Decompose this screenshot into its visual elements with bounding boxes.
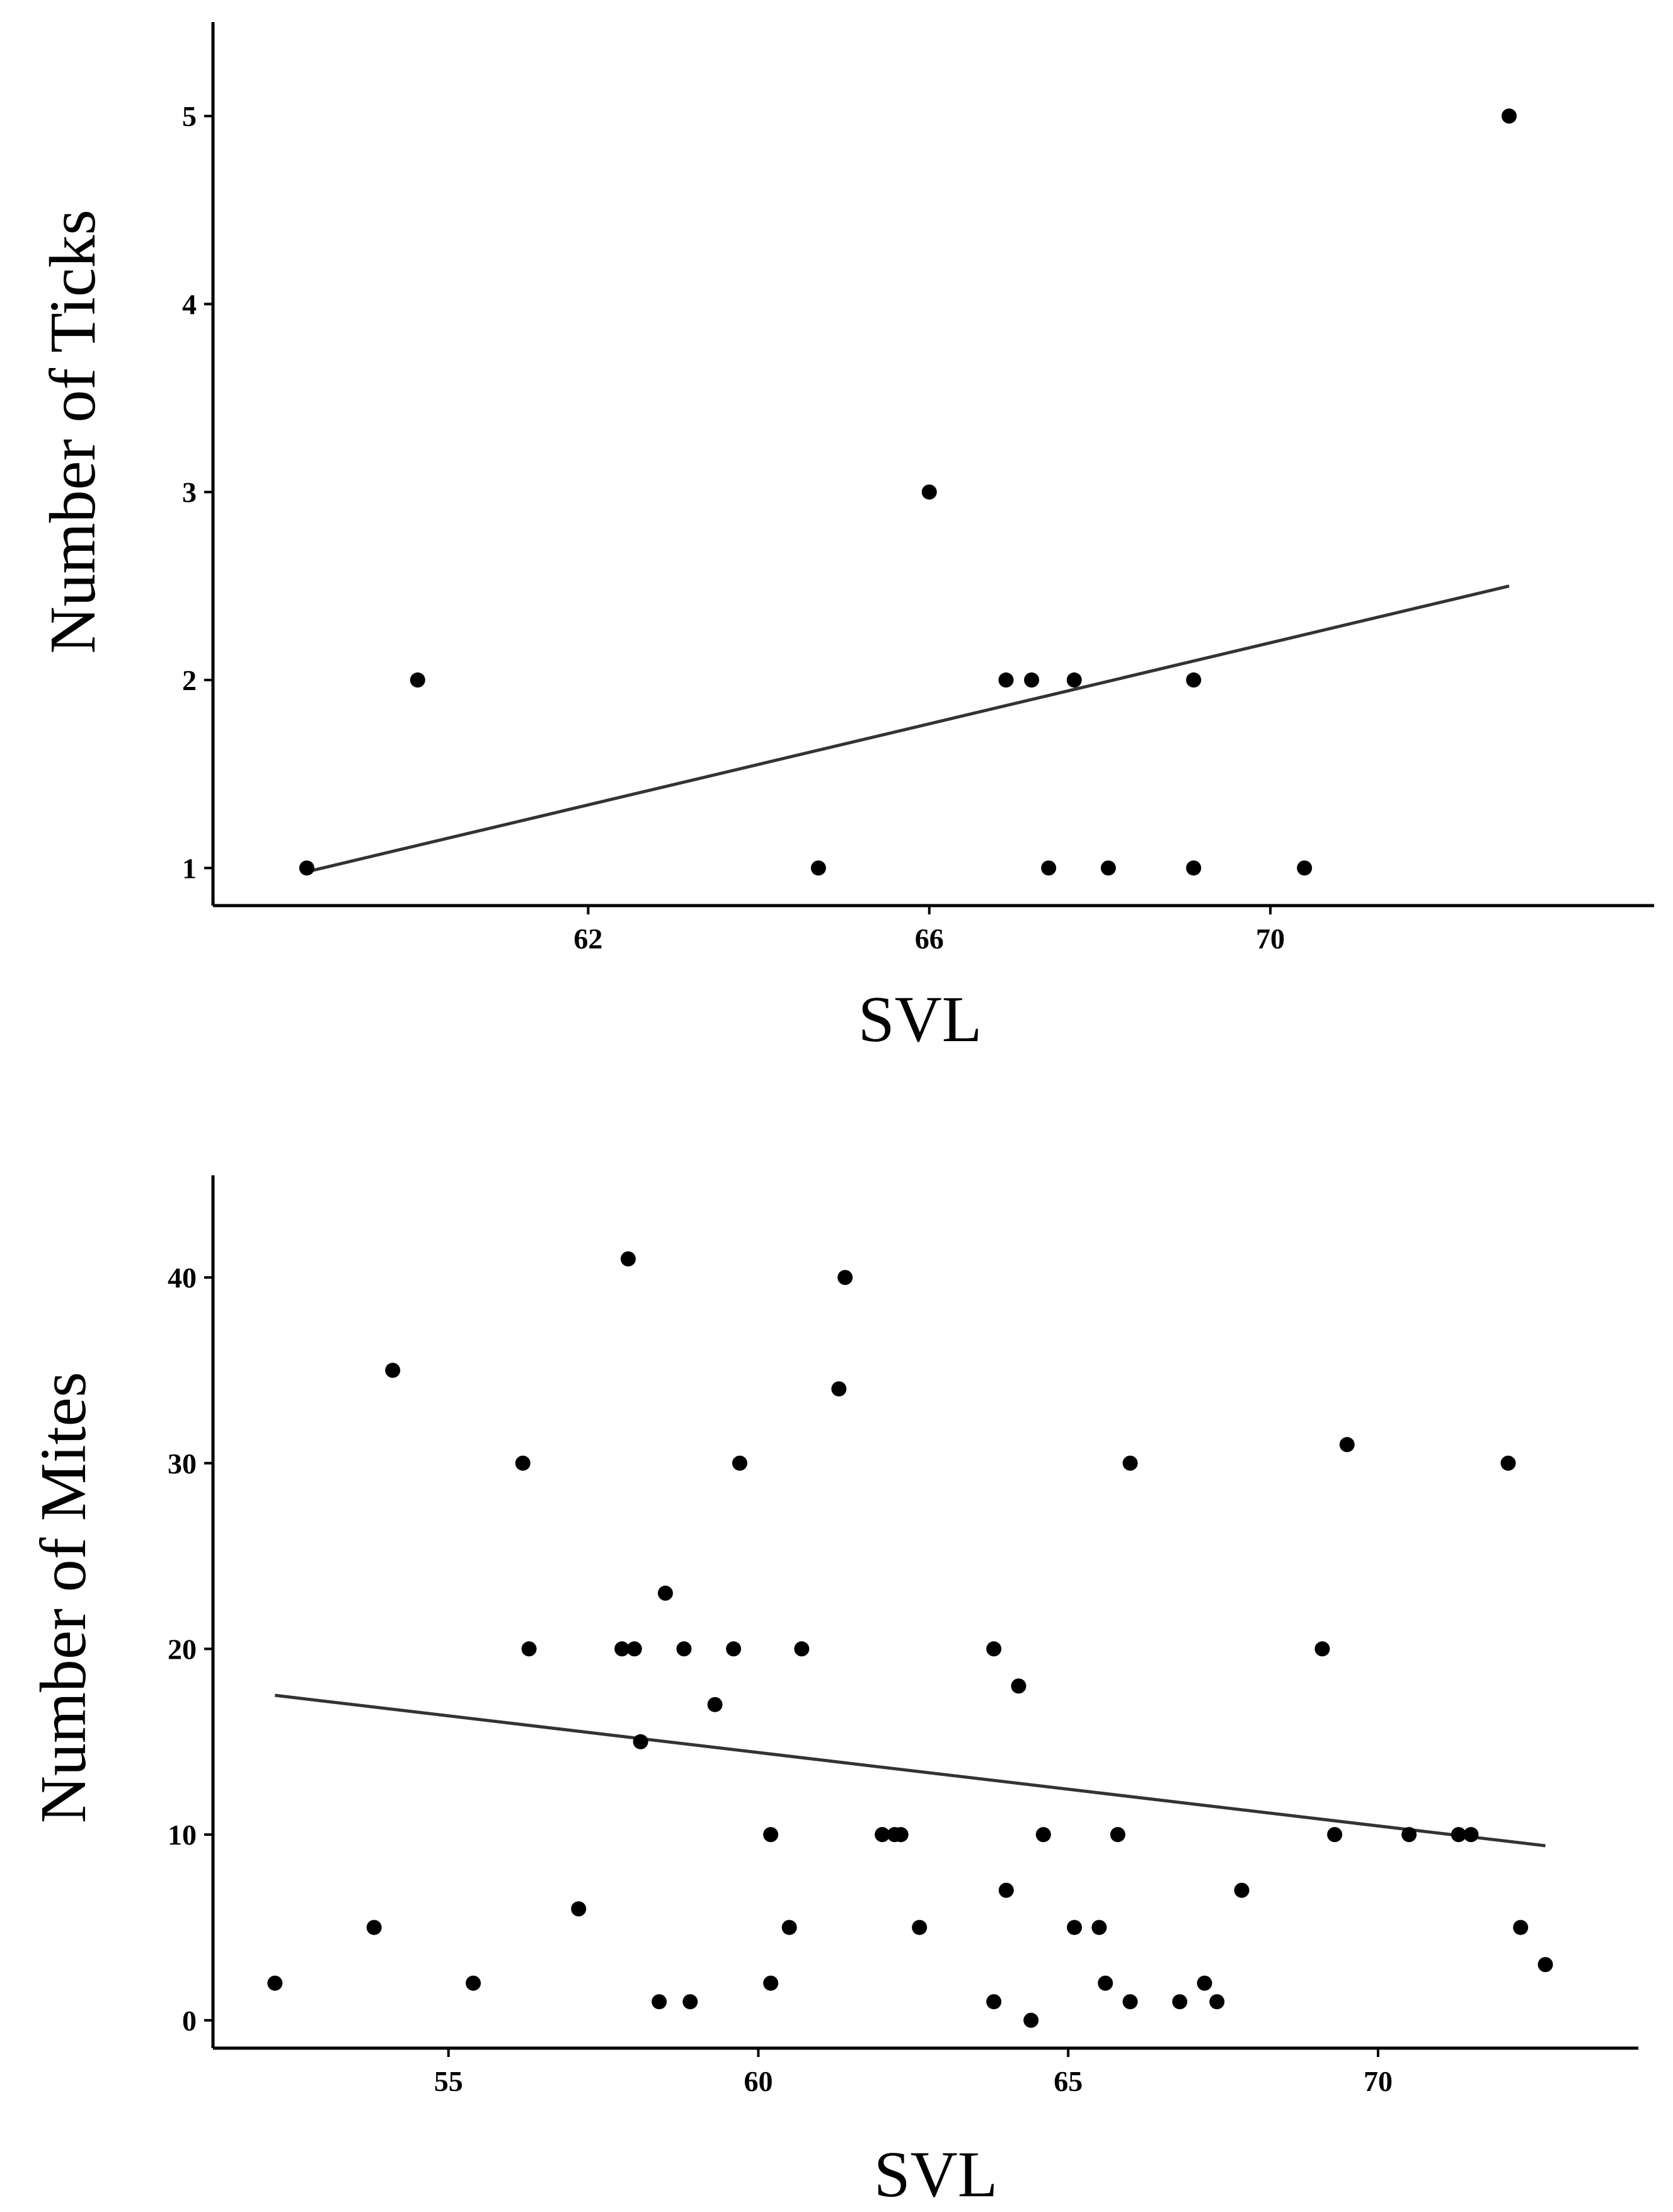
mites-data-point xyxy=(763,1975,779,1991)
mites-data-point xyxy=(1339,1437,1355,1453)
mites-data-point xyxy=(1035,1827,1051,1843)
mites-data-point xyxy=(614,1641,630,1657)
mites-data-point xyxy=(875,1827,890,1843)
mites-data-point xyxy=(1011,1678,1026,1694)
mites-data-point xyxy=(626,1641,642,1657)
mites-data-point xyxy=(1513,1920,1529,1935)
ticks-data-point xyxy=(1186,860,1202,876)
mites-data-point xyxy=(1500,1455,1516,1471)
mites-data-point xyxy=(831,1381,847,1397)
mites-data-point xyxy=(1091,1920,1107,1935)
mites-data-point xyxy=(998,1882,1014,1898)
mites-data-point xyxy=(763,1827,779,1843)
mites-data-point xyxy=(515,1455,531,1471)
mites-data-point xyxy=(385,1362,401,1378)
mites-data-point xyxy=(1234,1882,1250,1898)
mites-data-point xyxy=(1463,1827,1479,1843)
mites-data-point xyxy=(707,1696,723,1712)
ticks-data-point xyxy=(410,672,425,688)
mites-data-point xyxy=(1067,1920,1083,1935)
ticks-trend-line xyxy=(306,584,1510,873)
mites-data-point xyxy=(781,1920,797,1935)
mites-xtick-label: 70 xyxy=(1364,2065,1393,2097)
mites-data-point xyxy=(267,1975,283,1991)
mites-data-point xyxy=(1122,1455,1138,1471)
ticks-data-point xyxy=(810,860,826,876)
mites-data-point xyxy=(1209,1994,1225,2010)
mites-data-point xyxy=(1172,1994,1188,2010)
mites-ytick-label: 30 xyxy=(168,1448,197,1480)
ticks-data-point xyxy=(299,860,314,876)
mites-data-point xyxy=(620,1251,636,1267)
mites-data-point xyxy=(1197,1975,1212,1991)
ticks-data-point xyxy=(1186,672,1202,688)
mites-data-point xyxy=(1538,1957,1553,1973)
ticks-ytick-label: 1 xyxy=(182,852,197,884)
ticks-chart: Number of Ticks SVL 1 2 3 4 5 62 66 70 xyxy=(37,22,1654,1056)
ticks-ytick-label: 3 xyxy=(182,476,197,509)
ticks-ytick-label: 2 xyxy=(182,664,197,696)
mites-data-point xyxy=(466,1975,481,1991)
mites-data-point xyxy=(726,1641,742,1657)
mites-xtick-label: 65 xyxy=(1054,2065,1083,2097)
mites-data-point xyxy=(633,1734,648,1749)
mites-data-point xyxy=(837,1270,853,1286)
ticks-data-point xyxy=(1297,860,1313,876)
mites-data-point xyxy=(366,1920,382,1935)
mites-data-point xyxy=(571,1901,587,1916)
mites-data-point xyxy=(521,1641,537,1657)
mites-x-axis-title: SVL xyxy=(874,2138,997,2211)
ticks-ytick-label: 5 xyxy=(182,100,197,132)
mites-data-point xyxy=(1314,1641,1330,1657)
ticks-xtick-label: 66 xyxy=(915,923,944,955)
mites-xtick-label: 55 xyxy=(434,2065,463,2097)
mites-data-point xyxy=(1401,1827,1417,1843)
mites-data-point xyxy=(1451,1827,1466,1843)
mites-ytick-label: 40 xyxy=(168,1262,197,1294)
mites-trend-line xyxy=(275,1693,1546,1848)
mites-ytick-label: 0 xyxy=(182,2005,197,2037)
ticks-data-point xyxy=(1100,860,1116,876)
mites-data-point xyxy=(682,1994,698,2010)
mites-data-point xyxy=(1327,1827,1343,1843)
mites-data-point xyxy=(893,1827,909,1843)
mites-data-point xyxy=(652,1994,667,2010)
mites-data-point xyxy=(732,1455,747,1471)
mites-ytick-label: 20 xyxy=(168,1633,197,1665)
ticks-xtick-label: 62 xyxy=(573,923,602,955)
mites-data-point xyxy=(912,1920,928,1935)
ticks-data-point xyxy=(1024,672,1040,688)
ticks-xtick-label: 70 xyxy=(1256,923,1285,955)
mites-data-point xyxy=(1098,1975,1113,1991)
mites-y-axis-title: Number of Mites xyxy=(27,1372,100,1823)
mites-data-point xyxy=(676,1641,692,1657)
ticks-data-point xyxy=(998,672,1014,688)
mites-data-point xyxy=(657,1586,673,1601)
mites-data-point xyxy=(986,1994,1002,2010)
ticks-data-point xyxy=(1501,108,1517,124)
ticks-data-point xyxy=(1066,672,1082,688)
ticks-ytick-label: 4 xyxy=(182,288,197,320)
ticks-data-point xyxy=(921,484,937,500)
mites-chart: Number of Mites SVL 0 10 20 30 40 55 60 65 70 xyxy=(27,1175,1638,2211)
mites-data-point xyxy=(1122,1994,1138,2010)
mites-data-point xyxy=(1110,1827,1125,1843)
ticks-x-axis-title: SVL xyxy=(858,983,982,1056)
mites-data-point xyxy=(986,1641,1002,1657)
mites-xtick-label: 60 xyxy=(744,2065,773,2097)
mites-data-point xyxy=(794,1641,810,1657)
mites-data-point xyxy=(1023,2012,1039,2028)
mites-ytick-label: 10 xyxy=(168,1819,197,1851)
ticks-y-axis-title: Number of Ticks xyxy=(37,210,109,654)
ticks-data-point xyxy=(1041,860,1057,876)
